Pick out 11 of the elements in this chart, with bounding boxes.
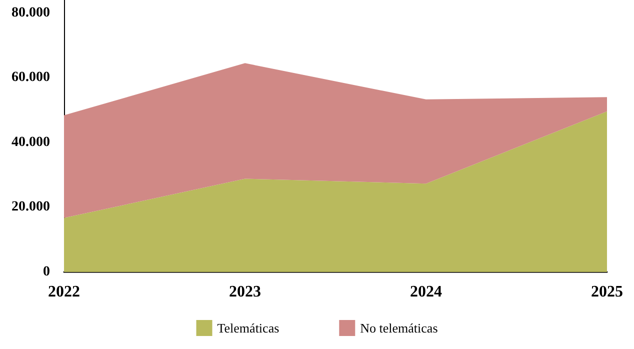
legend-label: Telemáticas: [217, 320, 280, 336]
y-tick-label: 80.000: [12, 5, 50, 20]
y-tick-label: 60.000: [12, 70, 50, 86]
x-tick-label: 2025: [591, 284, 623, 300]
legend-label: No telemáticas: [360, 320, 438, 336]
y-tick-label: 40.000: [12, 134, 50, 150]
y-tick-label: 20.000: [12, 200, 50, 215]
x-tick-label: 2022: [48, 284, 80, 300]
x-tick-label: 2023: [229, 284, 261, 300]
y-tick-label: 0: [43, 264, 50, 280]
x-tick-label: 2024: [410, 284, 442, 300]
